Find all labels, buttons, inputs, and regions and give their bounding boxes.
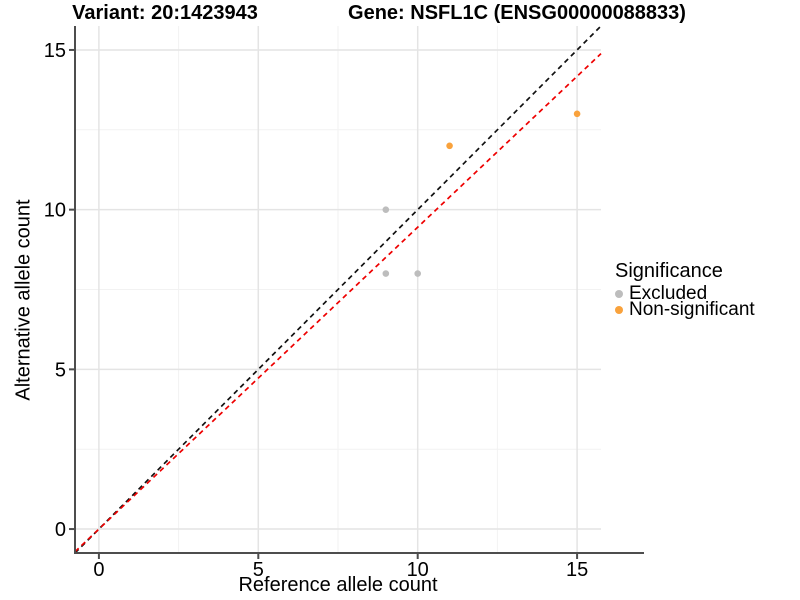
plot-title-variant: Variant: 20:1423943	[72, 2, 258, 24]
data-point-non-significant	[573, 110, 581, 118]
y-tick-label: 10	[44, 200, 66, 222]
plot-title-gene: Gene: NSFL1C (ENSG00000088833)	[348, 2, 686, 24]
abline-fit	[74, 53, 602, 553]
legend-item-non-significant: Non-significant	[615, 299, 755, 320]
data-point-excluded	[382, 270, 390, 277]
x-tick-label: 15	[566, 559, 588, 581]
x-tick-label: 0	[93, 559, 104, 581]
y-tick-label: 5	[55, 359, 66, 381]
x-tick-label: 5	[253, 559, 264, 581]
legend-label: Non-significant	[629, 299, 755, 320]
y-axis-title: Alternative allele count	[12, 199, 35, 401]
legend-title: Significance	[615, 260, 723, 282]
y-tick-label: 15	[44, 40, 66, 62]
legend: Significance Excluded Non-significant	[615, 260, 755, 320]
excluded-point-icon	[615, 290, 623, 298]
non-significant-point-icon	[615, 306, 623, 314]
abline-identity	[74, 25, 602, 554]
data-point-excluded	[414, 270, 421, 277]
y-tick-label: 0	[55, 519, 66, 541]
data-point-non-significant	[446, 142, 453, 150]
x-axis-title: Reference allele count	[238, 574, 438, 596]
legend-item-excluded: Excluded	[615, 283, 755, 304]
data-point-excluded	[382, 206, 390, 213]
x-tick-label: 10	[407, 559, 429, 581]
legend-label: Excluded	[629, 283, 708, 304]
